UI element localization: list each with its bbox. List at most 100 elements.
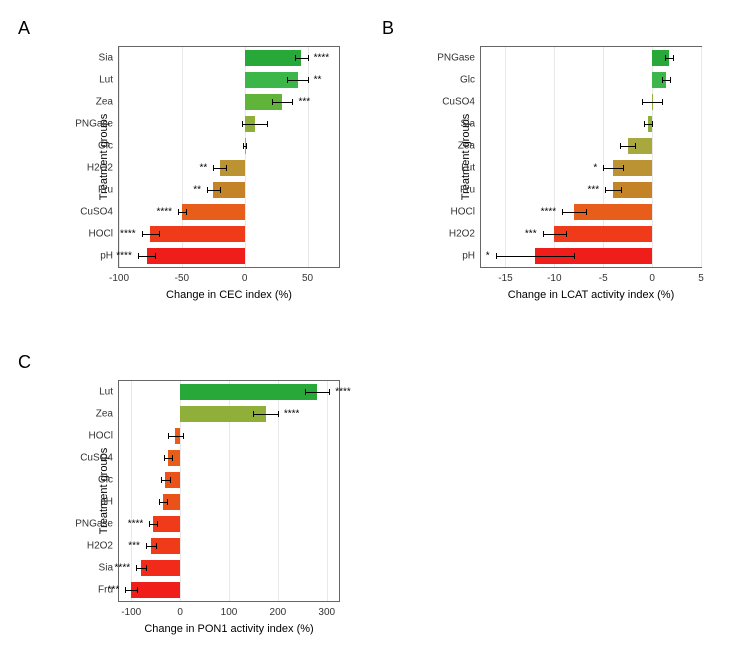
error-cap: [566, 231, 567, 237]
y-tick-label: Zea: [458, 141, 475, 152]
significance-marker: ****: [128, 519, 144, 530]
plot-area-A: -100-50050Change in CEC index (%)Treatme…: [118, 46, 340, 268]
error-cap: [278, 411, 279, 417]
error-cap: [308, 55, 309, 61]
error-cap: [242, 121, 243, 127]
y-tick-label: Lut: [99, 75, 113, 86]
error-bar: [644, 124, 652, 125]
y-tick-label: PNGase: [75, 119, 113, 130]
error-cap: [642, 99, 643, 105]
significance-marker: ****: [284, 409, 300, 420]
error-bar: [168, 436, 183, 437]
panel-label-A: A: [18, 18, 30, 39]
error-bar: [213, 168, 226, 169]
y-tick-label: Sia: [99, 53, 113, 64]
gridline: [505, 47, 506, 267]
bar: [554, 226, 652, 242]
error-cap: [159, 231, 160, 237]
error-bar: [142, 234, 160, 235]
error-cap: [125, 587, 126, 593]
x-axis-label-A: Change in CEC index (%): [166, 289, 292, 301]
error-cap: [157, 521, 158, 527]
error-cap: [603, 165, 604, 171]
significance-marker: ****: [120, 229, 136, 240]
error-bar: [164, 458, 172, 459]
y-tick-label: pH: [462, 251, 475, 262]
error-cap: [605, 187, 606, 193]
error-bar: [287, 80, 307, 81]
error-cap: [635, 143, 636, 149]
error-cap: [226, 165, 227, 171]
error-cap: [620, 143, 621, 149]
error-cap: [662, 99, 663, 105]
error-bar: [620, 146, 636, 147]
error-cap: [287, 77, 288, 83]
error-bar: [496, 256, 574, 257]
x-tick-label: 200: [270, 607, 287, 618]
bar: [182, 204, 245, 220]
error-cap: [496, 253, 497, 259]
x-tick-label: -100: [109, 273, 129, 284]
y-tick-label: pH: [100, 251, 113, 262]
x-axis-label-C: Change in PON1 activity index (%): [144, 623, 313, 635]
x-tick-label: -50: [175, 273, 189, 284]
significance-marker: ***: [587, 185, 599, 196]
error-cap: [246, 143, 247, 149]
error-bar: [605, 190, 621, 191]
y-tick-label: H2O2: [87, 541, 113, 552]
error-cap: [213, 165, 214, 171]
error-cap: [156, 543, 157, 549]
bar: [180, 384, 317, 400]
error-bar: [161, 480, 171, 481]
error-bar: [603, 168, 623, 169]
x-tick-label: 5: [698, 273, 704, 284]
error-cap: [155, 253, 156, 259]
x-tick-label: 300: [318, 607, 335, 618]
error-bar: [562, 212, 585, 213]
error-cap: [665, 55, 666, 61]
error-bar: [642, 102, 662, 103]
error-bar: [146, 546, 156, 547]
error-cap: [146, 565, 147, 571]
error-cap: [167, 499, 168, 505]
y-tick-label: PNGase: [437, 53, 475, 64]
error-cap: [220, 187, 221, 193]
y-tick-label: H2O2: [449, 229, 475, 240]
x-tick-label: -10: [547, 273, 561, 284]
y-tick-label: HOCl: [451, 207, 475, 218]
significance-marker: *: [593, 163, 597, 174]
error-bar: [207, 190, 220, 191]
error-cap: [652, 121, 653, 127]
x-tick-label: 0: [649, 273, 655, 284]
bar: [147, 248, 245, 264]
x-tick-label: 0: [242, 273, 248, 284]
significance-marker: ****: [115, 563, 131, 574]
y-tick-label: Sia: [461, 119, 475, 130]
y-tick-label: Lut: [461, 163, 475, 174]
y-tick-label: CuSO4: [80, 207, 113, 218]
error-cap: [186, 209, 187, 215]
x-axis-label-B: Change in LCAT activity index (%): [508, 289, 675, 301]
error-cap: [138, 253, 139, 259]
significance-marker: ***: [525, 229, 537, 240]
error-cap: [207, 187, 208, 193]
error-cap: [267, 121, 268, 127]
error-cap: [136, 565, 137, 571]
error-cap: [253, 411, 254, 417]
error-bar: [149, 524, 157, 525]
significance-marker: **: [193, 185, 201, 196]
y-tick-label: H2O2: [87, 163, 113, 174]
y-tick-label: Fru: [460, 185, 475, 196]
y-tick-label: Glc: [460, 75, 475, 86]
error-cap: [137, 587, 138, 593]
significance-marker: ****: [157, 207, 173, 218]
error-cap: [149, 521, 150, 527]
error-bar: [295, 58, 308, 59]
panel-label-B: B: [382, 18, 394, 39]
error-bar: [305, 392, 329, 393]
error-bar: [159, 502, 167, 503]
error-cap: [621, 187, 622, 193]
significance-marker: ***: [128, 541, 140, 552]
y-tick-label: Zea: [96, 409, 113, 420]
figure-root: { "figure_width": 738, "figure_height": …: [0, 0, 738, 667]
